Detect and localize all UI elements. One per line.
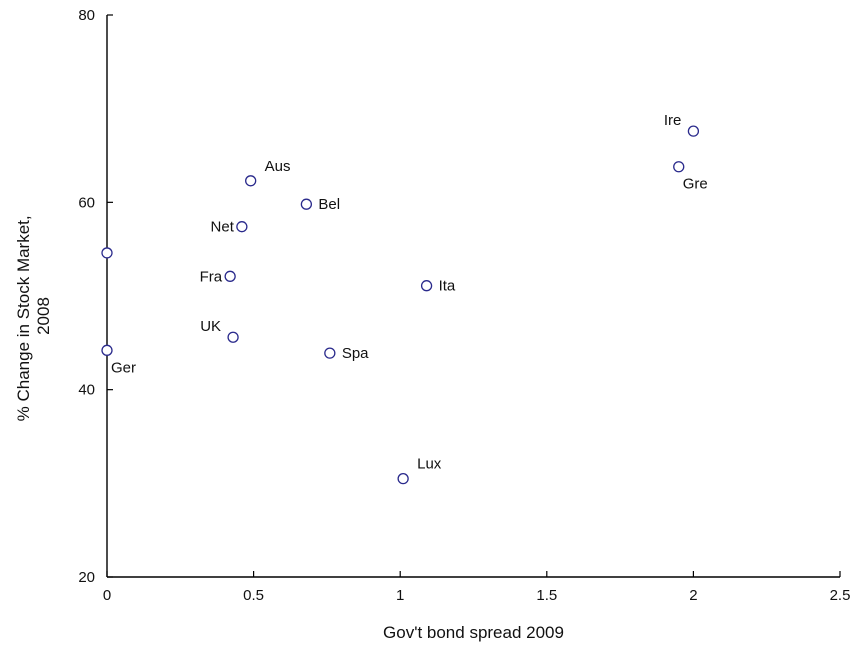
x-axis-ticks: 0 0.5 1 1.5 2 2.5 (103, 571, 851, 604)
data-point-net (236, 221, 248, 233)
point-label-spa: Spa (342, 345, 369, 362)
data-points: Ire Gre Aus Bel Net Fra Ita UK Ger Spa Lux (101, 112, 708, 485)
point-label-ger: Ger (111, 359, 136, 376)
point-label-bel: Bel (318, 196, 340, 213)
data-point-bel (300, 198, 313, 210)
data-point-lux (397, 472, 409, 485)
y-axis-title-line-2: 2008 (34, 297, 53, 335)
x-tick-label: 1 (396, 587, 404, 604)
point-label-net: Net (211, 219, 235, 236)
data-point-fra (224, 270, 236, 282)
data-point-ita (420, 280, 433, 292)
data-point-aus (245, 175, 257, 187)
data-point-spa (324, 347, 336, 359)
y-tick-label: 80 (78, 7, 95, 24)
y-tick-label: 40 (78, 382, 95, 399)
y-axis-title: % Change in Stock Market, 2008 (14, 211, 53, 422)
x-tick-label: 2.5 (830, 587, 851, 604)
y-tick-label: 60 (78, 194, 95, 211)
point-label-aus: Aus (265, 158, 291, 175)
x-tick-label: 0 (103, 587, 111, 604)
point-label-ita: Ita (439, 278, 456, 295)
point-label-uk: UK (200, 318, 221, 335)
y-axis-ticks: 20 40 60 80 (78, 7, 113, 586)
x-tick-label: 1.5 (536, 587, 557, 604)
point-label-lux: Lux (417, 456, 442, 473)
data-point-ger (101, 344, 113, 356)
point-label-fra: Fra (200, 268, 223, 285)
data-point-gre (673, 161, 685, 173)
x-tick-label: 0.5 (243, 587, 264, 604)
x-axis-title: Gov't bond spread 2009 (383, 623, 564, 642)
point-label-ire: Ire (664, 112, 682, 129)
data-point-uk (227, 331, 239, 343)
axes (106, 15, 840, 578)
y-tick-label: 20 (78, 569, 95, 586)
x-tick-label: 2 (689, 587, 697, 604)
point-label-gre: Gre (683, 176, 708, 193)
data-point-ire (687, 125, 700, 137)
data-point-unlabeled (101, 247, 113, 259)
y-axis-title-line-1: % Change in Stock Market, (14, 215, 33, 421)
